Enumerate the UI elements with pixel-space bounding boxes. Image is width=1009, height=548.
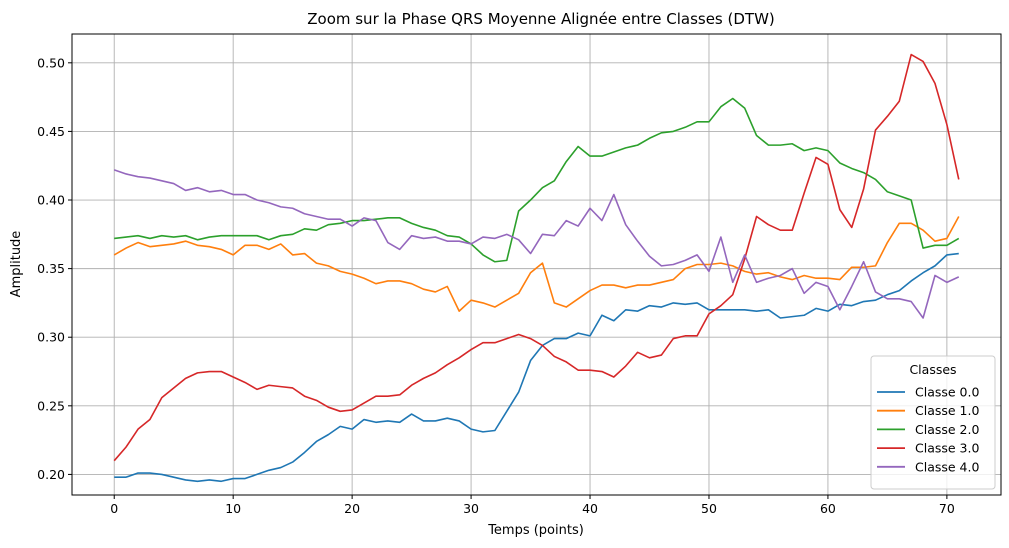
y-tick-label: 0.30	[37, 330, 65, 345]
plot-frame	[71, 33, 1002, 496]
y-axis: 0.20 0.25 0.30 0.35 0.40 0.45 0.50	[37, 55, 72, 482]
y-tick-label: 0.25	[37, 398, 65, 413]
series-line-3	[113, 53, 960, 462]
y-tick-label: 0.40	[37, 193, 65, 208]
legend-label-0: Classe 0.0	[915, 385, 979, 400]
series-line-2	[114, 97, 960, 263]
x-tick-label: 10	[225, 501, 241, 516]
x-tick-label: 50	[701, 501, 717, 516]
y-tick-label: 0.45	[37, 124, 65, 139]
series-lines	[113, 53, 960, 483]
legend-label-3: Classe 3.0	[915, 441, 979, 456]
x-tick-label: 60	[820, 501, 836, 516]
legend-label-2: Classe 2.0	[915, 422, 979, 437]
series-line-0	[114, 252, 959, 483]
y-axis-title: Amplitude	[9, 231, 24, 298]
x-axis-title: Temps (points)	[487, 523, 584, 538]
x-axis: 0 10 20 30 40 50 60 70	[110, 495, 955, 516]
chart-title: Zoom sur la Phase QRS Moyenne Alignée en…	[307, 10, 775, 28]
x-tick-label: 30	[463, 501, 479, 516]
legend-items: Classe 0.0 Classe 1.0 Classe 2.0 Classe 3.0…	[877, 385, 979, 474]
x-tick-label: 70	[939, 501, 955, 516]
x-tick-label: 0	[110, 501, 118, 516]
legend-label-1: Classe 1.0	[915, 403, 979, 418]
legend-title: Classes	[909, 362, 956, 377]
series-line-4	[113, 169, 960, 319]
x-tick-label: 20	[344, 501, 360, 516]
y-tick-label: 0.35	[37, 261, 65, 276]
x-tick-label: 40	[582, 501, 598, 516]
y-tick-label: 0.50	[37, 55, 65, 70]
y-tick-label: 0.20	[37, 467, 65, 482]
legend-label-4: Classe 4.0	[915, 459, 979, 474]
legend-box	[870, 355, 996, 490]
series-line-1	[113, 216, 960, 312]
